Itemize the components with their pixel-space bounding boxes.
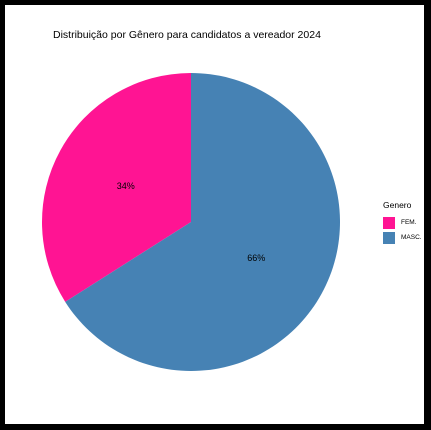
legend-item-fem: FEM. [383, 215, 422, 230]
chart-title: Distribuição por Gênero para candidatos … [53, 29, 321, 41]
pie-chart: 34% 66% [41, 72, 341, 371]
chart-panel: Distribuição por Gênero para candidatos … [5, 5, 424, 424]
legend-swatch-fem [383, 216, 395, 229]
legend: Genero FEM. MASC. [383, 200, 422, 245]
legend-swatch-masc [383, 231, 395, 244]
pie-slice-fem [41, 73, 191, 302]
legend-title: Genero [383, 200, 412, 210]
pie-slice-masc [65, 72, 341, 371]
pie-label-masc: 66% [247, 253, 265, 263]
legend-label-masc: MASC. [401, 234, 422, 241]
legend-item-masc: MASC. [383, 230, 422, 245]
legend-label-fem: FEM. [401, 219, 417, 226]
pie-label-fem: 34% [117, 181, 135, 191]
